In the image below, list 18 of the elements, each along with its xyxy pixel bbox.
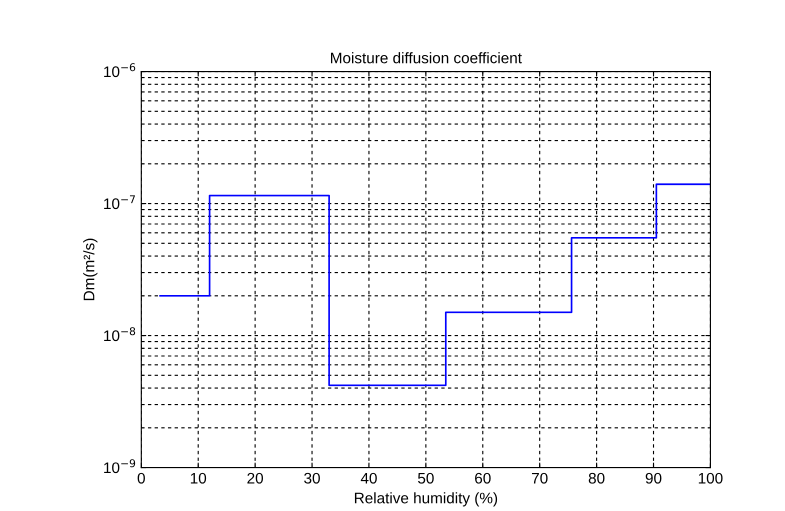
x-tick-label: 70 bbox=[532, 472, 548, 484]
x-tick-label: 100 bbox=[698, 472, 723, 484]
y-tick-label: 10$^{−9}$ bbox=[104, 459, 136, 474]
y-axis-title: Dm(m²/s) bbox=[83, 238, 98, 300]
x-tick-label: 40 bbox=[360, 472, 377, 484]
x-tick-label: 0 bbox=[138, 472, 145, 484]
y-tick-label: 10$^{−6}$ bbox=[104, 63, 136, 78]
chart-title: Moisture diffusion coefficient bbox=[331, 52, 522, 64]
x-tick-label: 30 bbox=[304, 472, 320, 484]
x-tick-label: 90 bbox=[646, 472, 662, 484]
x-tick-label: 10 bbox=[190, 472, 206, 484]
x-tick-label: 60 bbox=[475, 472, 491, 484]
x-tick-label: 80 bbox=[588, 472, 604, 484]
x-tick-label: 50 bbox=[418, 472, 434, 484]
x-tick-label: 20 bbox=[247, 472, 264, 484]
y-tick-label: 10$^{−7}$ bbox=[104, 195, 135, 210]
x-axis-title: Relative humidity (%) bbox=[354, 492, 498, 506]
y-tick-label: 10$^{−8}$ bbox=[104, 327, 136, 342]
